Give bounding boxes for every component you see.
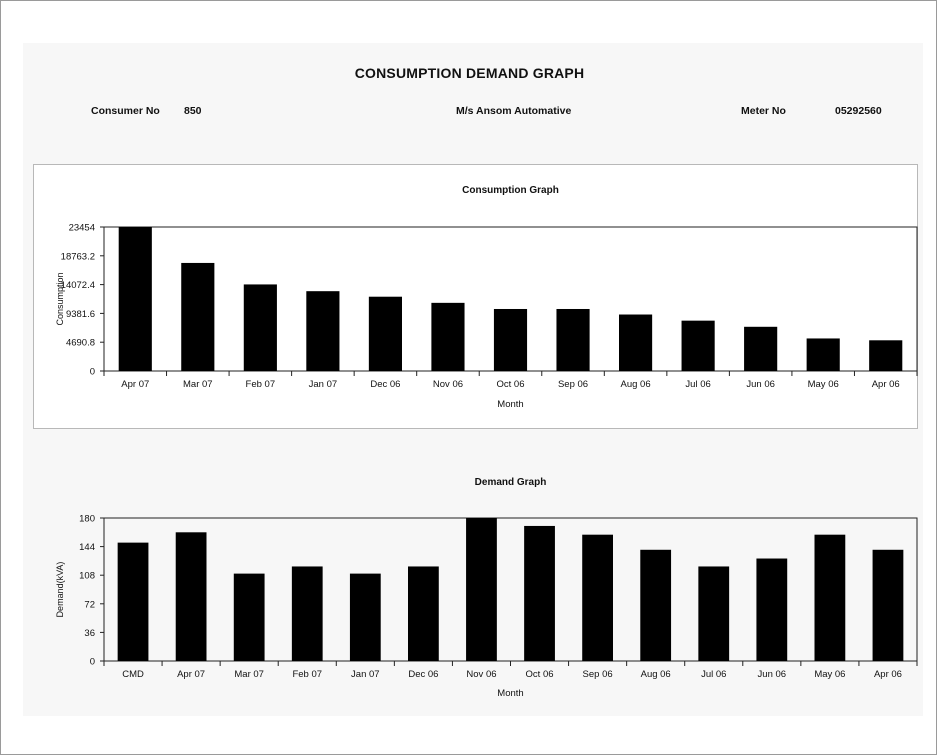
meter-no-label: Meter No	[741, 105, 786, 117]
demand-bar	[117, 542, 149, 661]
consumption-bar	[118, 227, 152, 371]
demand-bar	[175, 532, 207, 661]
demand-x-tick-label: Jul 06	[701, 669, 726, 680]
demand-x-tick-label: Nov 06	[466, 669, 496, 680]
consumption-bar	[306, 291, 340, 371]
consumption-bar	[243, 284, 277, 371]
demand-x-tick-label: Sep 06	[583, 669, 613, 680]
consumption-y-tick-label: 14072.4	[61, 280, 95, 291]
report-title: CONSUMPTION DEMAND GRAPH	[354, 65, 585, 81]
demand-x-tick-label: Jan 07	[351, 669, 380, 680]
consumption-x-tick-label: Apr 07	[121, 379, 149, 390]
consumption-y-tick-label: 4690.8	[66, 338, 95, 349]
consumption-y-axis-label: Consumption	[55, 272, 65, 325]
demand-y-tick-label: 144	[79, 542, 95, 553]
consumer-no-value: 850	[184, 105, 202, 117]
consumption-x-tick-label: Aug 06	[621, 379, 651, 390]
demand-x-tick-label: Mar 07	[234, 669, 264, 680]
consumption-x-tick-label: Jan 07	[309, 379, 338, 390]
consumption-x-tick-label: Oct 06	[497, 379, 525, 390]
consumption-bar	[869, 340, 903, 371]
demand-x-tick-label: CMD	[122, 669, 144, 680]
consumption-bar	[368, 296, 402, 371]
consumption-x-axis-label: Month	[497, 399, 523, 410]
demand-bar	[582, 534, 613, 661]
demand-x-tick-label: May 06	[814, 669, 845, 680]
consumption-x-tick-label: Jul 06	[685, 379, 710, 390]
consumption-x-tick-label: Mar 07	[183, 379, 213, 390]
demand-bar	[524, 525, 555, 661]
consumption-chart-title: Consumption Graph	[462, 185, 559, 196]
demand-plot-area	[103, 517, 918, 662]
consumption-bar	[619, 314, 653, 371]
demand-y-tick-label: 108	[79, 571, 95, 582]
demand-bar	[756, 558, 788, 661]
demand-bar	[640, 549, 672, 661]
demand-bar	[814, 534, 846, 661]
demand-y-tick-label: 36	[84, 628, 95, 639]
consumption-bar	[181, 262, 215, 371]
demand-bar	[698, 566, 730, 661]
consumption-x-tick-label: Apr 06	[872, 379, 900, 390]
demand-y-tick-label: 0	[90, 657, 95, 668]
demand-bar	[466, 518, 497, 661]
demand-x-tick-label: Feb 07	[292, 669, 322, 680]
demand-x-tick-label: Apr 06	[874, 669, 902, 680]
demand-bar	[872, 549, 904, 661]
demand-y-axis-label: Demand(kVA)	[55, 562, 65, 618]
consumption-x-tick-label: Nov 06	[433, 379, 463, 390]
consumption-y-tick-label: 23454	[69, 223, 95, 234]
demand-x-tick-label: Aug 06	[641, 669, 671, 680]
consumption-x-tick-label: Dec 06	[370, 379, 400, 390]
consumption-x-tick-label: Sep 06	[558, 379, 588, 390]
demand-x-tick-label: Apr 07	[177, 669, 205, 680]
consumer-no-label: Consumer No	[91, 105, 160, 117]
meter-no-value: 05292560	[835, 105, 882, 117]
consumption-bar	[806, 338, 840, 371]
demand-x-tick-label: Dec 06	[408, 669, 438, 680]
consumption-x-tick-label: Jun 06	[746, 379, 775, 390]
demand-y-tick-label: 180	[79, 514, 95, 525]
consumption-x-tick-label: May 06	[808, 379, 839, 390]
consumption-bar	[744, 326, 778, 371]
demand-x-tick-label: Jun 06	[758, 669, 787, 680]
consumption-y-tick-label: 0	[90, 367, 95, 378]
demand-x-axis-label: Month	[497, 688, 523, 699]
demand-x-tick-label: Oct 06	[526, 669, 554, 680]
demand-bar	[233, 573, 265, 661]
consumption-y-tick-label: 18763.2	[61, 251, 95, 262]
consumption-chart-panel	[33, 164, 918, 429]
consumption-bar	[431, 302, 465, 371]
demand-bar	[349, 573, 381, 661]
consumption-y-tick-label: 9381.6	[66, 309, 95, 320]
company-name: M/s Ansom Automative	[456, 105, 572, 117]
demand-bar	[291, 566, 323, 661]
consumption-bar	[556, 308, 590, 371]
demand-chart-title: Demand Graph	[475, 477, 547, 488]
consumption-bar	[493, 308, 528, 371]
demand-y-tick-label: 72	[84, 599, 95, 610]
consumption-x-tick-label: Feb 07	[246, 379, 276, 390]
consumption-bar	[681, 320, 715, 371]
demand-bar	[408, 566, 439, 661]
